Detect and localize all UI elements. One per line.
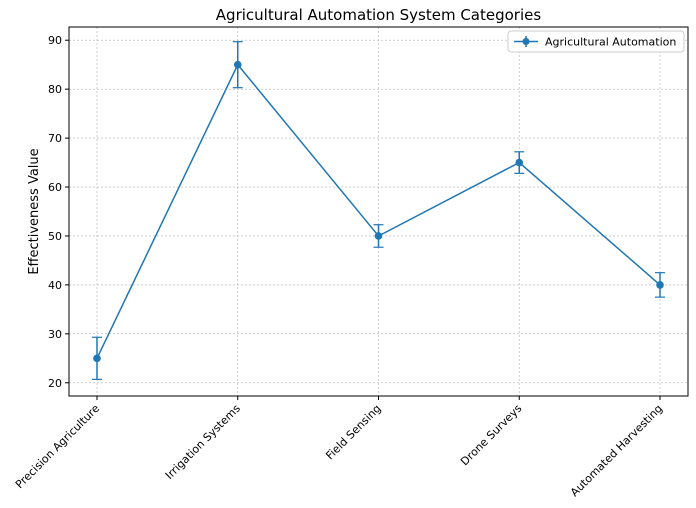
x-tick-label: Automated Harvesting [568,402,665,499]
x-tick-label: Irrigation Systems [163,402,243,482]
y-tick-label: 90 [48,34,62,47]
data-point [656,281,664,289]
x-tick-label: Field Sensing [323,402,383,462]
y-tick-label: 40 [48,279,62,292]
y-axis-title: Effectiveness Value [27,148,42,274]
series-layer [92,41,665,380]
x-tick-label: Precision Agriculture [13,402,102,491]
chart-title: Agricultural Automation System Categorie… [216,6,542,24]
data-point [93,354,101,363]
legend: Agricultural Automation [507,30,685,53]
data-point [515,158,524,167]
legend-label: Agricultural Automation [545,36,676,49]
y-tick-label: 80 [48,83,62,96]
legend-marker-swatch [522,38,530,45]
data-point [374,232,383,240]
y-tick-label: 30 [48,328,62,341]
y-tick-label: 20 [48,377,62,390]
y-tick-label: 60 [48,181,62,194]
x-tick-label: Drone Surveys [458,402,524,468]
y-tick-label: 70 [48,132,62,145]
data-point [233,60,242,69]
legend-box [507,30,685,53]
y-tick-label: 50 [48,230,62,243]
